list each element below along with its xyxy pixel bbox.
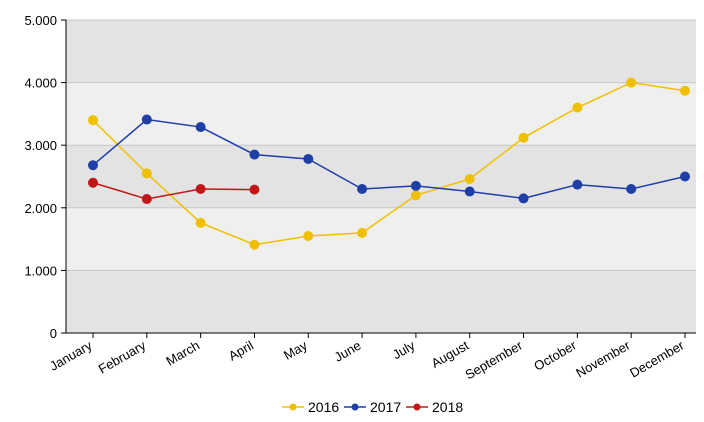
y-tick-label: 4.000 [24,76,57,91]
data-point-2016 [518,132,529,143]
legend-marker-2016 [289,403,297,411]
x-tick-label: October [531,337,579,373]
legend-marker-2017 [351,403,359,411]
x-tick-label: June [332,338,364,365]
y-tick-label: 1.000 [24,263,57,278]
data-point-2016 [572,102,583,113]
data-point-2017 [410,180,421,191]
data-point-2017 [88,160,98,171]
plot-band [66,207,696,271]
y-tick-label: 5.000 [24,13,57,28]
data-point-2018 [195,184,206,195]
plot-band [66,82,696,146]
data-point-2016 [88,115,98,126]
x-tick-label: January [47,337,95,373]
data-point-2017 [303,153,314,164]
legend-marker-2018 [413,403,421,411]
y-tick-label: 0 [50,326,57,341]
data-point-2016 [680,85,690,96]
y-tick-label: 2.000 [24,201,57,216]
legend-label-2017: 2017 [370,399,401,415]
series-line-2016 [92,81,686,246]
x-tick-label: December [627,337,687,380]
x-tick-label: March [163,338,202,369]
data-point-2016 [357,227,368,238]
data-point-2016 [249,239,260,250]
x-tick-label: April [226,338,256,364]
plot-band [66,270,696,333]
plot-band [66,20,696,83]
x-tick-label: July [390,337,418,362]
series-line-2017 [92,118,686,200]
data-point-2017 [195,122,206,133]
series-line-2018 [92,182,255,200]
x-tick-label: May [281,337,310,363]
data-point-2017 [357,184,368,195]
data-point-2017 [141,114,152,125]
x-tick-label: September [462,337,525,382]
data-point-2016 [195,217,206,228]
data-point-2017 [626,184,637,195]
data-point-2018 [141,194,152,205]
x-tick-label: November [573,337,633,380]
data-point-2016 [410,190,421,201]
legend-label-2018: 2018 [432,399,463,415]
x-tick-label: February [96,337,149,376]
data-point-2017 [572,179,583,190]
data-point-2018 [249,184,260,195]
data-point-2017 [249,149,260,160]
data-point-2016 [303,230,314,241]
data-point-2017 [680,171,690,182]
x-tick-label: August [429,337,472,370]
data-point-2018 [88,177,98,188]
data-point-2016 [141,168,152,179]
legend-label-2016: 2016 [308,399,339,415]
plot-band [66,145,696,208]
data-point-2017 [464,186,475,197]
data-point-2017 [518,193,529,204]
data-point-2016 [626,77,637,88]
y-tick-label: 3.000 [24,138,57,153]
data-point-2016 [464,174,475,185]
